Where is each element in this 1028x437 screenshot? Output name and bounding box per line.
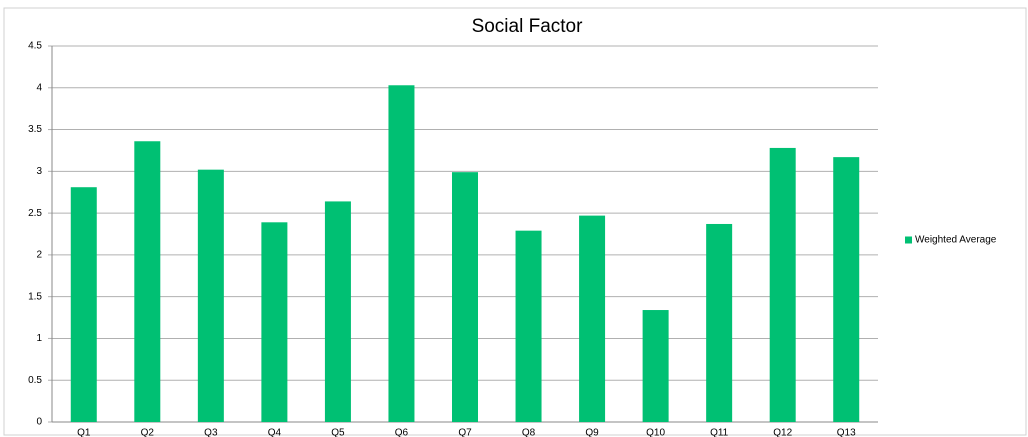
y-tick-label: 4 xyxy=(36,82,42,93)
x-tick-label: Q2 xyxy=(141,428,155,437)
x-tick-label: Q4 xyxy=(268,428,282,437)
bar xyxy=(261,222,288,422)
legend-label: Weighted Average xyxy=(915,235,997,246)
chart-title: Social Factor xyxy=(472,16,584,37)
y-tick-label: 2.5 xyxy=(28,208,42,219)
x-tick-label: Q11 xyxy=(710,428,729,437)
y-tick-label: 1 xyxy=(36,333,42,344)
bar xyxy=(197,169,224,422)
bar xyxy=(642,310,669,422)
y-tick-label: 4.5 xyxy=(28,41,42,52)
y-tick-label: 2 xyxy=(36,250,42,261)
x-tick-label: Q9 xyxy=(585,428,599,437)
y-tick-label: 3 xyxy=(36,166,42,177)
legend-swatch xyxy=(905,236,912,244)
bar xyxy=(515,230,542,422)
bar xyxy=(134,141,161,422)
bar xyxy=(706,223,733,422)
x-tick-label: Q13 xyxy=(837,428,856,437)
x-tick-label: Q6 xyxy=(395,428,409,437)
x-tick-label: Q3 xyxy=(204,428,218,437)
x-tick-label: Q12 xyxy=(773,428,792,437)
x-tick-label: Q1 xyxy=(77,428,91,437)
bar xyxy=(769,147,796,422)
y-tick-label: 0 xyxy=(36,417,42,428)
y-tick-label: 0.5 xyxy=(28,375,42,386)
bar xyxy=(388,85,415,422)
bar xyxy=(833,157,860,422)
y-tick-label: 1.5 xyxy=(28,291,42,302)
x-tick-label: Q7 xyxy=(458,428,472,437)
bar xyxy=(579,215,606,422)
y-tick-label: 3.5 xyxy=(28,124,42,135)
x-tick-label: Q10 xyxy=(646,428,665,437)
bar xyxy=(324,201,351,422)
bar xyxy=(452,172,478,422)
x-tick-label: Q8 xyxy=(522,428,536,437)
bar xyxy=(70,187,97,422)
x-tick-label: Q5 xyxy=(331,428,345,437)
